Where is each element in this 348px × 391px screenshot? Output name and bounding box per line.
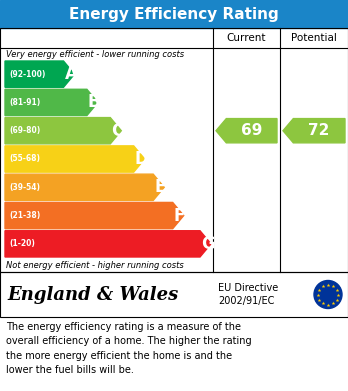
Text: 2002/91/EC: 2002/91/EC xyxy=(218,296,274,306)
Bar xyxy=(0,272,348,317)
Text: The energy efficiency rating is a measure of the
overall efficiency of a home. T: The energy efficiency rating is a measur… xyxy=(6,322,252,375)
Polygon shape xyxy=(283,118,345,143)
Text: (69-80): (69-80) xyxy=(9,126,40,135)
Text: England & Wales: England & Wales xyxy=(7,285,178,303)
Text: Potential: Potential xyxy=(291,33,337,43)
Text: (1-20): (1-20) xyxy=(9,239,35,248)
Text: E: E xyxy=(154,178,166,196)
Polygon shape xyxy=(5,89,98,116)
Polygon shape xyxy=(5,174,164,201)
Polygon shape xyxy=(5,231,211,257)
Circle shape xyxy=(314,280,342,308)
Polygon shape xyxy=(5,203,184,229)
Text: G: G xyxy=(201,235,215,253)
Text: (55-68): (55-68) xyxy=(9,154,40,163)
Text: EU Directive: EU Directive xyxy=(218,283,278,293)
Text: 69: 69 xyxy=(241,123,262,138)
Text: (39-54): (39-54) xyxy=(9,183,40,192)
Bar xyxy=(0,317,348,391)
Polygon shape xyxy=(5,61,74,87)
Text: (81-91): (81-91) xyxy=(9,98,40,107)
Text: Very energy efficient - lower running costs: Very energy efficient - lower running co… xyxy=(6,50,184,59)
Text: Energy Efficiency Rating: Energy Efficiency Rating xyxy=(69,7,279,22)
Text: (21-38): (21-38) xyxy=(9,211,40,220)
Text: B: B xyxy=(88,93,101,111)
Text: Not energy efficient - higher running costs: Not energy efficient - higher running co… xyxy=(6,261,184,270)
Polygon shape xyxy=(5,118,121,144)
Text: A: A xyxy=(64,65,77,83)
Bar xyxy=(0,0,348,28)
Text: F: F xyxy=(174,206,185,224)
Bar xyxy=(0,272,348,317)
Text: (92-100): (92-100) xyxy=(9,70,45,79)
Polygon shape xyxy=(216,118,277,143)
Text: 72: 72 xyxy=(308,123,330,138)
Text: C: C xyxy=(111,122,124,140)
Polygon shape xyxy=(5,146,145,172)
Text: D: D xyxy=(135,150,149,168)
Bar xyxy=(0,28,348,272)
Text: Current: Current xyxy=(227,33,266,43)
